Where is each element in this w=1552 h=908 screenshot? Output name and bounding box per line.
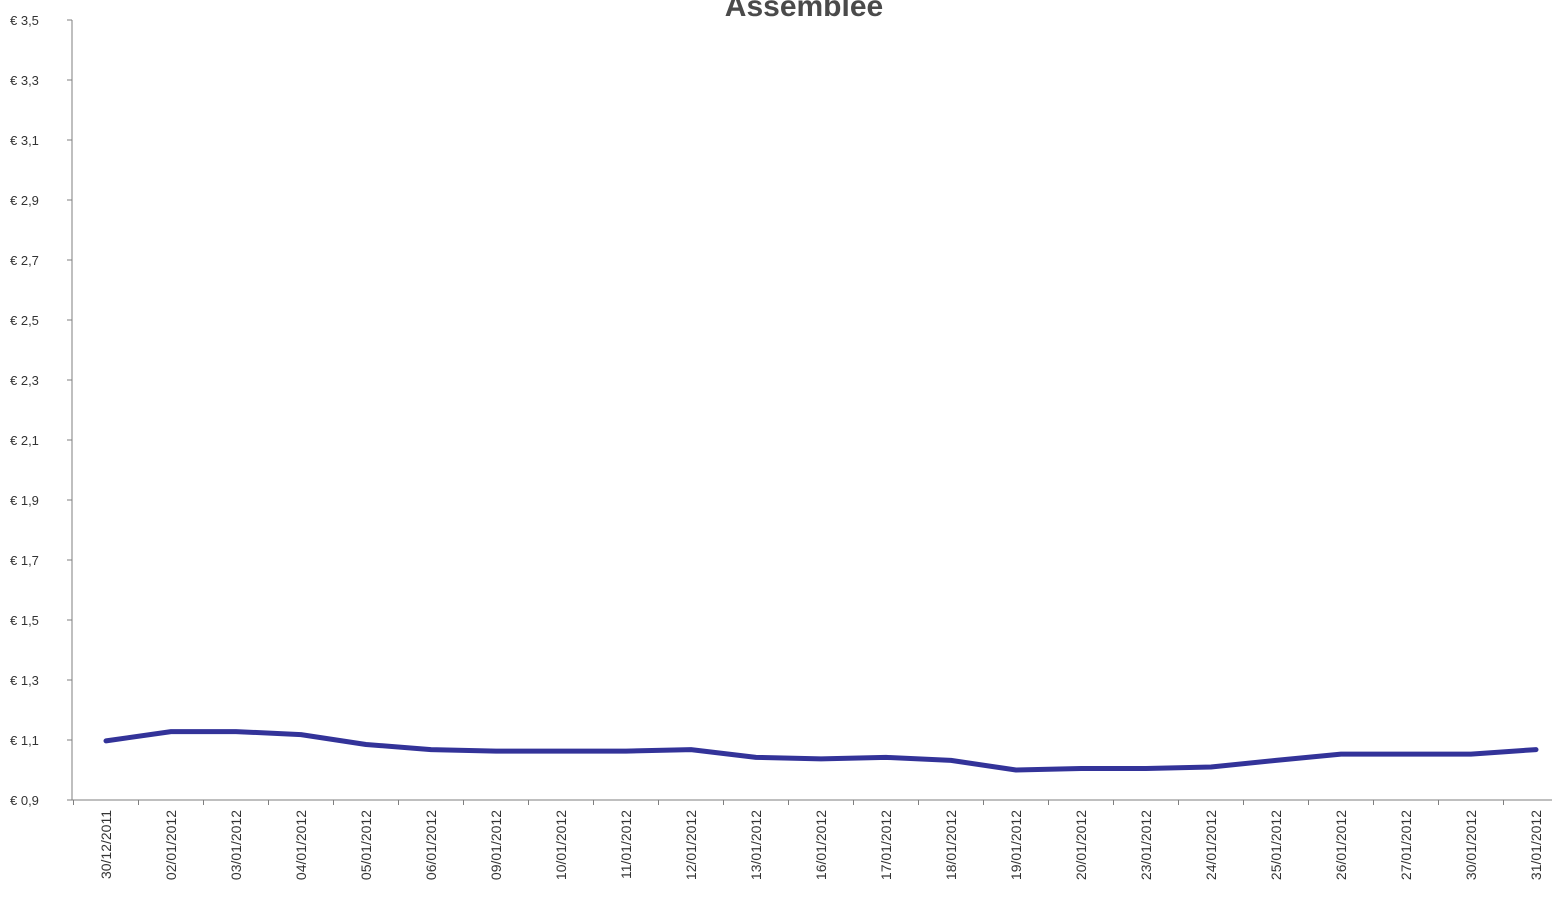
x-tick-label: 06/01/2012 — [423, 810, 439, 880]
x-tick-label: 02/01/2012 — [163, 810, 179, 880]
x-tick-label: 03/01/2012 — [228, 810, 244, 880]
x-axis-ticks: 30/12/2011 02/01/2012 03/01/2012 04/01/2012… — [73, 800, 1544, 880]
y-tick-label: € 1,5 — [10, 613, 39, 628]
series-group — [103, 729, 1539, 773]
y-tick-label: € 1,7 — [10, 553, 39, 568]
x-tick-label: 20/01/2012 — [1073, 810, 1089, 880]
x-tick-label: 17/01/2012 — [878, 810, 894, 880]
x-tick-label: 19/01/2012 — [1008, 810, 1024, 880]
y-tick-label: € 2,3 — [10, 373, 39, 388]
x-tick-label: 30/01/2012 — [1463, 810, 1479, 880]
y-axis-ticks: € 0,9 € 1,1 € 1,3 € 1,5 € 1,7 € 1,9 € 2,1 € 2,3… — [10, 13, 72, 808]
x-tick-label: 11/01/2012 — [618, 810, 634, 879]
y-tick-label: € 1,1 — [10, 733, 39, 748]
y-tick-label: € 2,7 — [10, 253, 39, 268]
y-tick-label: € 2,9 — [10, 193, 39, 208]
x-tick-label: 13/01/2012 — [748, 810, 764, 880]
x-tick-label: 18/01/2012 — [943, 810, 959, 880]
x-tick-label: 04/01/2012 — [293, 810, 309, 880]
y-tick-label: € 0,9 — [10, 793, 39, 808]
y-tick-label: € 2,1 — [10, 433, 39, 448]
y-tick-label: € 3,5 — [10, 13, 39, 28]
y-tick-label: € 1,3 — [10, 673, 39, 688]
x-tick-label: 27/01/2012 — [1398, 810, 1414, 880]
chart-title: Assemblee — [725, 0, 883, 23]
y-tick-label: € 1,9 — [10, 493, 39, 508]
x-tick-label: 30/12/2011 — [98, 810, 114, 879]
y-tick-label: € 3,3 — [10, 73, 39, 88]
x-tick-label: 10/01/2012 — [553, 810, 569, 880]
x-tick-label: 16/01/2012 — [813, 810, 829, 880]
x-tick-label: 05/01/2012 — [358, 810, 374, 880]
x-tick-label: 12/01/2012 — [683, 810, 699, 880]
series-line-0 — [103, 729, 1539, 773]
y-tick-label: € 2,5 — [10, 313, 39, 328]
y-tick-label: € 3,1 — [10, 133, 39, 148]
x-tick-label: 24/01/2012 — [1203, 810, 1219, 880]
x-tick-label: 26/01/2012 — [1333, 810, 1349, 880]
x-tick-label: 09/01/2012 — [488, 810, 504, 880]
x-tick-label: 31/01/2012 — [1528, 810, 1544, 880]
x-tick-label: 25/01/2012 — [1268, 810, 1284, 880]
x-tick-label: 23/01/2012 — [1138, 810, 1154, 880]
